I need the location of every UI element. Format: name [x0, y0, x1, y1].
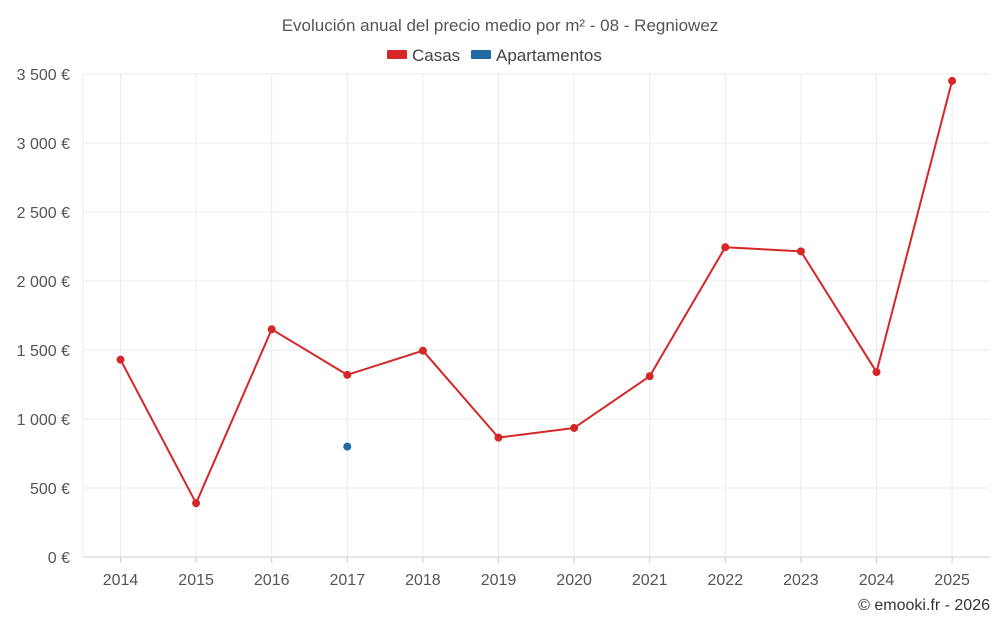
x-tick-label: 2017	[330, 572, 366, 589]
legend-swatch-casas	[387, 50, 407, 59]
x-tick-label: 2020	[556, 572, 592, 589]
data-point-casas-2025[interactable]	[948, 76, 957, 85]
x-tick-label: 2021	[632, 572, 668, 589]
x-tick-label: 2014	[103, 572, 139, 589]
series-line-casas	[119, 80, 954, 505]
series-apartamentos	[343, 442, 352, 451]
series-casas	[116, 76, 957, 508]
x-tick-label: 2025	[934, 572, 970, 589]
x-axis: 2014 2015 2016 2017 2018 2019 2020 2021 2022 2023…	[103, 557, 970, 589]
x-tick-label: 2024	[859, 572, 895, 589]
y-tick-label: 500 €	[30, 481, 70, 498]
y-axis: 0 € 500 € 1 000 € 1 500 € 2 000 € 2 500 € 3 00…	[17, 67, 70, 567]
legend-label-apartamentos: Apartamentos	[496, 46, 602, 65]
series	[116, 76, 957, 508]
grid	[82, 73, 990, 558]
data-point-casas-2020[interactable]	[570, 423, 579, 432]
data-point-casas-2023[interactable]	[796, 247, 805, 256]
legend: Casas Apartamentos	[387, 46, 602, 65]
x-tick-label: 2018	[405, 572, 441, 589]
x-tick-label: 2016	[254, 572, 290, 589]
legend-label-casas: Casas	[412, 46, 460, 65]
data-point-casas-2021[interactable]	[645, 372, 654, 381]
data-point-casas-2014[interactable]	[116, 355, 125, 364]
x-tick-label: 2022	[708, 572, 744, 589]
x-tick-label: 2015	[178, 572, 214, 589]
y-tick-label: 3 500 €	[17, 67, 70, 84]
y-tick-label: 3 000 €	[17, 136, 70, 153]
data-point-casas-2022[interactable]	[721, 243, 730, 252]
y-tick-label: 1 000 €	[17, 412, 70, 429]
legend-item-apartamentos[interactable]: Apartamentos	[471, 46, 602, 65]
chart-title: Evolución anual del precio medio por m² …	[282, 16, 719, 35]
legend-item-casas[interactable]: Casas	[387, 46, 460, 65]
legend-swatch-apartamentos	[471, 50, 491, 59]
y-tick-label: 0 €	[48, 550, 70, 567]
y-tick-label: 2 000 €	[17, 274, 70, 291]
data-point-casas-2015[interactable]	[192, 499, 201, 508]
x-tick-label: 2019	[481, 572, 517, 589]
data-point-casas-2017[interactable]	[343, 370, 352, 379]
y-tick-label: 2 500 €	[17, 205, 70, 222]
data-point-apartamentos-2017[interactable]	[343, 442, 352, 451]
y-tick-label: 1 500 €	[17, 343, 70, 360]
data-point-casas-2024[interactable]	[872, 368, 881, 377]
x-tick-label: 2023	[783, 572, 819, 589]
data-point-casas-2016[interactable]	[267, 325, 276, 334]
data-point-casas-2018[interactable]	[418, 346, 427, 355]
credit-text: © emooki.fr - 2026	[858, 597, 990, 614]
data-point-casas-2019[interactable]	[494, 433, 503, 442]
